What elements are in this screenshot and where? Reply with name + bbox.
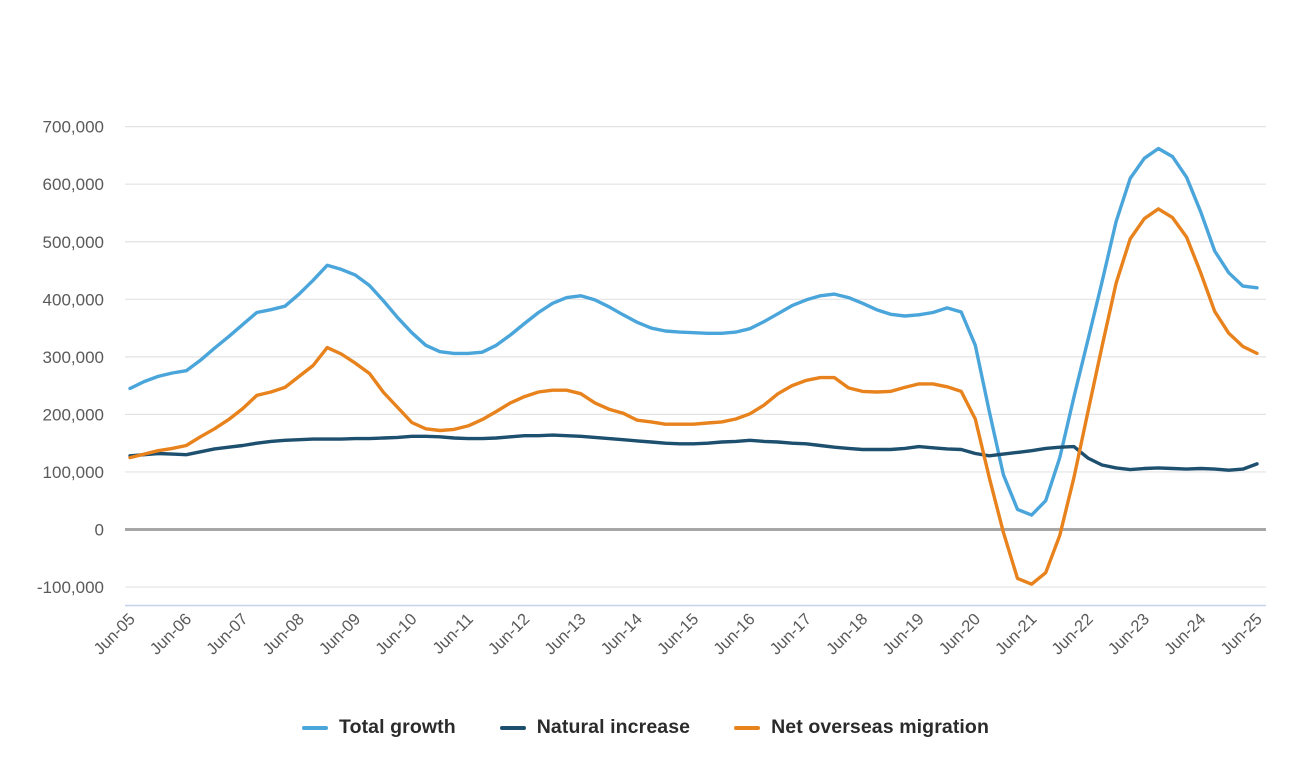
x-axis-label: Jun-15 (654, 610, 702, 658)
series-line-net-overseas-migration (128, 207, 1259, 586)
x-axis-label: Jun-16 (710, 610, 758, 658)
x-axis-label: Jun-22 (1048, 610, 1096, 658)
x-axis-label: Jun-13 (541, 610, 589, 658)
x-axis-label: Jun-07 (203, 610, 251, 658)
y-axis-label: 300,000 (43, 348, 104, 367)
legend-label: Natural increase (536, 716, 691, 738)
x-axis-label: Jun-20 (936, 610, 984, 658)
legend-item-net-overseas-migration: Net overseas migration (734, 716, 989, 739)
x-axis-label: Jun-21 (992, 610, 1040, 658)
chart-legend: Total growth Natural increase Net overseas… (0, 716, 1291, 739)
y-axis-label: 400,000 (43, 290, 104, 309)
legend-swatch-icon (302, 725, 329, 730)
y-axis-label: 700,000 (43, 118, 104, 137)
legend-swatch-icon (499, 725, 526, 730)
x-axis-label: Jun-11 (429, 610, 477, 658)
x-axis-label: Jun-19 (879, 610, 927, 658)
x-axis-label: Jun-09 (316, 610, 364, 658)
legend-swatch-icon (734, 725, 761, 730)
legend-label: Net overseas migration (771, 716, 989, 738)
x-axis-label: Jun-14 (598, 610, 646, 658)
series-line-natural-increase (128, 433, 1259, 472)
x-axis-label: Jun-18 (823, 610, 871, 658)
x-axis-label: Jun-12 (485, 610, 533, 658)
y-axis-label: 200,000 (43, 405, 104, 424)
x-axis-label: Jun-25 (1217, 610, 1265, 658)
legend-label: Total growth (339, 716, 456, 738)
series-line-total-growth (128, 146, 1259, 517)
y-axis-label: 0 (95, 521, 104, 540)
y-axis-label: -100,000 (37, 578, 104, 597)
x-axis-label: Jun-05 (90, 610, 138, 658)
x-axis-label: Jun-06 (147, 610, 195, 658)
x-axis-label: Jun-23 (1105, 610, 1153, 658)
x-axis-label: Jun-24 (1161, 610, 1209, 658)
y-axis-label: 600,000 (43, 175, 104, 194)
legend-item-natural-increase: Natural increase (499, 716, 691, 739)
y-axis-label: 100,000 (43, 463, 104, 482)
y-axis-label: 500,000 (43, 233, 104, 252)
x-axis-label: Jun-10 (372, 610, 420, 658)
legend-item-total-growth: Total growth (302, 716, 456, 739)
x-axis-label: Jun-08 (259, 610, 307, 658)
x-axis-label: Jun-17 (767, 610, 815, 658)
